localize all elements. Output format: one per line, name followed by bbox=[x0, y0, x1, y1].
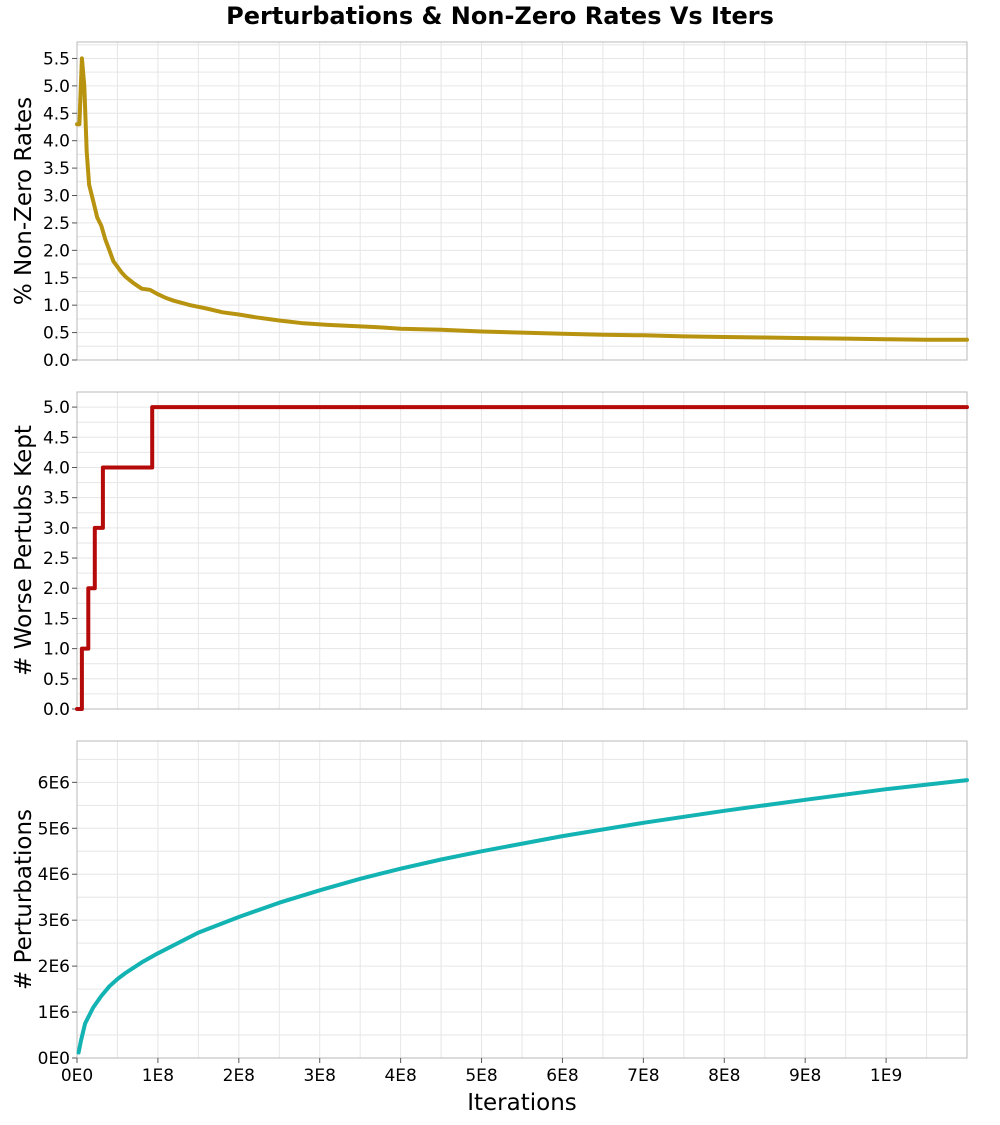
x-tick-label: 0E0 bbox=[61, 1066, 93, 1086]
series-line-worse bbox=[75, 405, 969, 711]
y-tick-label: 3.0 bbox=[43, 519, 70, 539]
y-tick-label: 3.0 bbox=[43, 187, 70, 207]
panel-nonzero: 0.0 0.5 1.0 1.5 2.0 2.5 3.0 3.5 4.0 4.5 5.0 5.5 % No… bbox=[11, 41, 969, 371]
y-axis-label: % Non-Zero Rates bbox=[11, 97, 37, 305]
y-tick-label: 4.0 bbox=[43, 458, 70, 478]
y-tick-label: 0.5 bbox=[43, 324, 70, 344]
x-tick-label: 4E8 bbox=[384, 1066, 416, 1086]
chart-title: Perturbations & Non-Zero Rates Vs Iters bbox=[226, 2, 774, 30]
y-tick-label: 2.0 bbox=[43, 579, 70, 599]
y-tick-label: 1.5 bbox=[43, 609, 70, 629]
y-tick-label: 2.5 bbox=[43, 549, 70, 569]
plot-frame bbox=[76, 391, 968, 710]
y-tick-label: 5.0 bbox=[43, 77, 70, 97]
y-tick-label: 4.5 bbox=[43, 428, 70, 448]
y-tick-label: 5.5 bbox=[43, 49, 70, 69]
y-tick-label: 3E6 bbox=[38, 911, 70, 931]
x-tick-label: 7E8 bbox=[627, 1066, 659, 1086]
y-tick-label: 0.5 bbox=[43, 670, 70, 690]
series-line-nonzero bbox=[75, 56, 969, 342]
x-tick-label: 5E8 bbox=[465, 1066, 497, 1086]
x-tick-label: 3E8 bbox=[304, 1066, 336, 1086]
x-tick-label: 2E8 bbox=[223, 1066, 255, 1086]
y-axis-label: # Perturbations bbox=[11, 809, 37, 990]
panel-worse: 0.0 0.5 1.0 1.5 2.0 2.5 3.0 3.5 4.0 4.5 5.0 # Worse… bbox=[11, 391, 969, 720]
x-tick-label: 1E9 bbox=[870, 1066, 902, 1086]
x-axis-label: Iterations bbox=[467, 1090, 577, 1116]
plot-frame bbox=[76, 41, 968, 361]
y-tick-label: 0E0 bbox=[38, 1049, 70, 1069]
y-tick-label: 3.5 bbox=[43, 159, 70, 179]
y-tick-label: 4.0 bbox=[43, 132, 70, 152]
y-tick-label: 1.5 bbox=[43, 269, 70, 289]
x-tick-label: 1E8 bbox=[142, 1066, 174, 1086]
y-tick-label: 4.5 bbox=[43, 104, 70, 124]
y-tick-label: 0.0 bbox=[43, 700, 70, 720]
y-axis-label: # Worse Pertubs Kept bbox=[11, 425, 37, 676]
y-tick-label: 2.0 bbox=[43, 241, 70, 261]
y-tick-label: 0.0 bbox=[43, 351, 70, 371]
y-tick-label: 5.0 bbox=[43, 398, 70, 418]
x-tick-label: 8E8 bbox=[708, 1066, 740, 1086]
y-tick-label: 1.0 bbox=[43, 640, 70, 660]
y-tick-label: 1.0 bbox=[43, 296, 70, 316]
x-tick-label: 9E8 bbox=[789, 1066, 821, 1086]
plot-frame bbox=[76, 740, 968, 1059]
x-tick-label: 6E8 bbox=[546, 1066, 578, 1086]
y-tick-label: 2E6 bbox=[38, 957, 70, 977]
y-tick-label: 6E6 bbox=[38, 773, 70, 793]
y-tick-label: 1E6 bbox=[38, 1003, 70, 1023]
y-tick-label: 3.5 bbox=[43, 489, 70, 509]
y-tick-label: 5E6 bbox=[38, 819, 70, 839]
series-line-perturbations bbox=[76, 778, 969, 1055]
panel-perturbations: 0E0 1E6 2E6 3E6 4E6 5E6 6E6# Perturbations 0E0 1… bbox=[11, 740, 969, 1116]
y-tick-label: 2.5 bbox=[43, 214, 70, 234]
y-tick-label: 4E6 bbox=[38, 865, 70, 885]
